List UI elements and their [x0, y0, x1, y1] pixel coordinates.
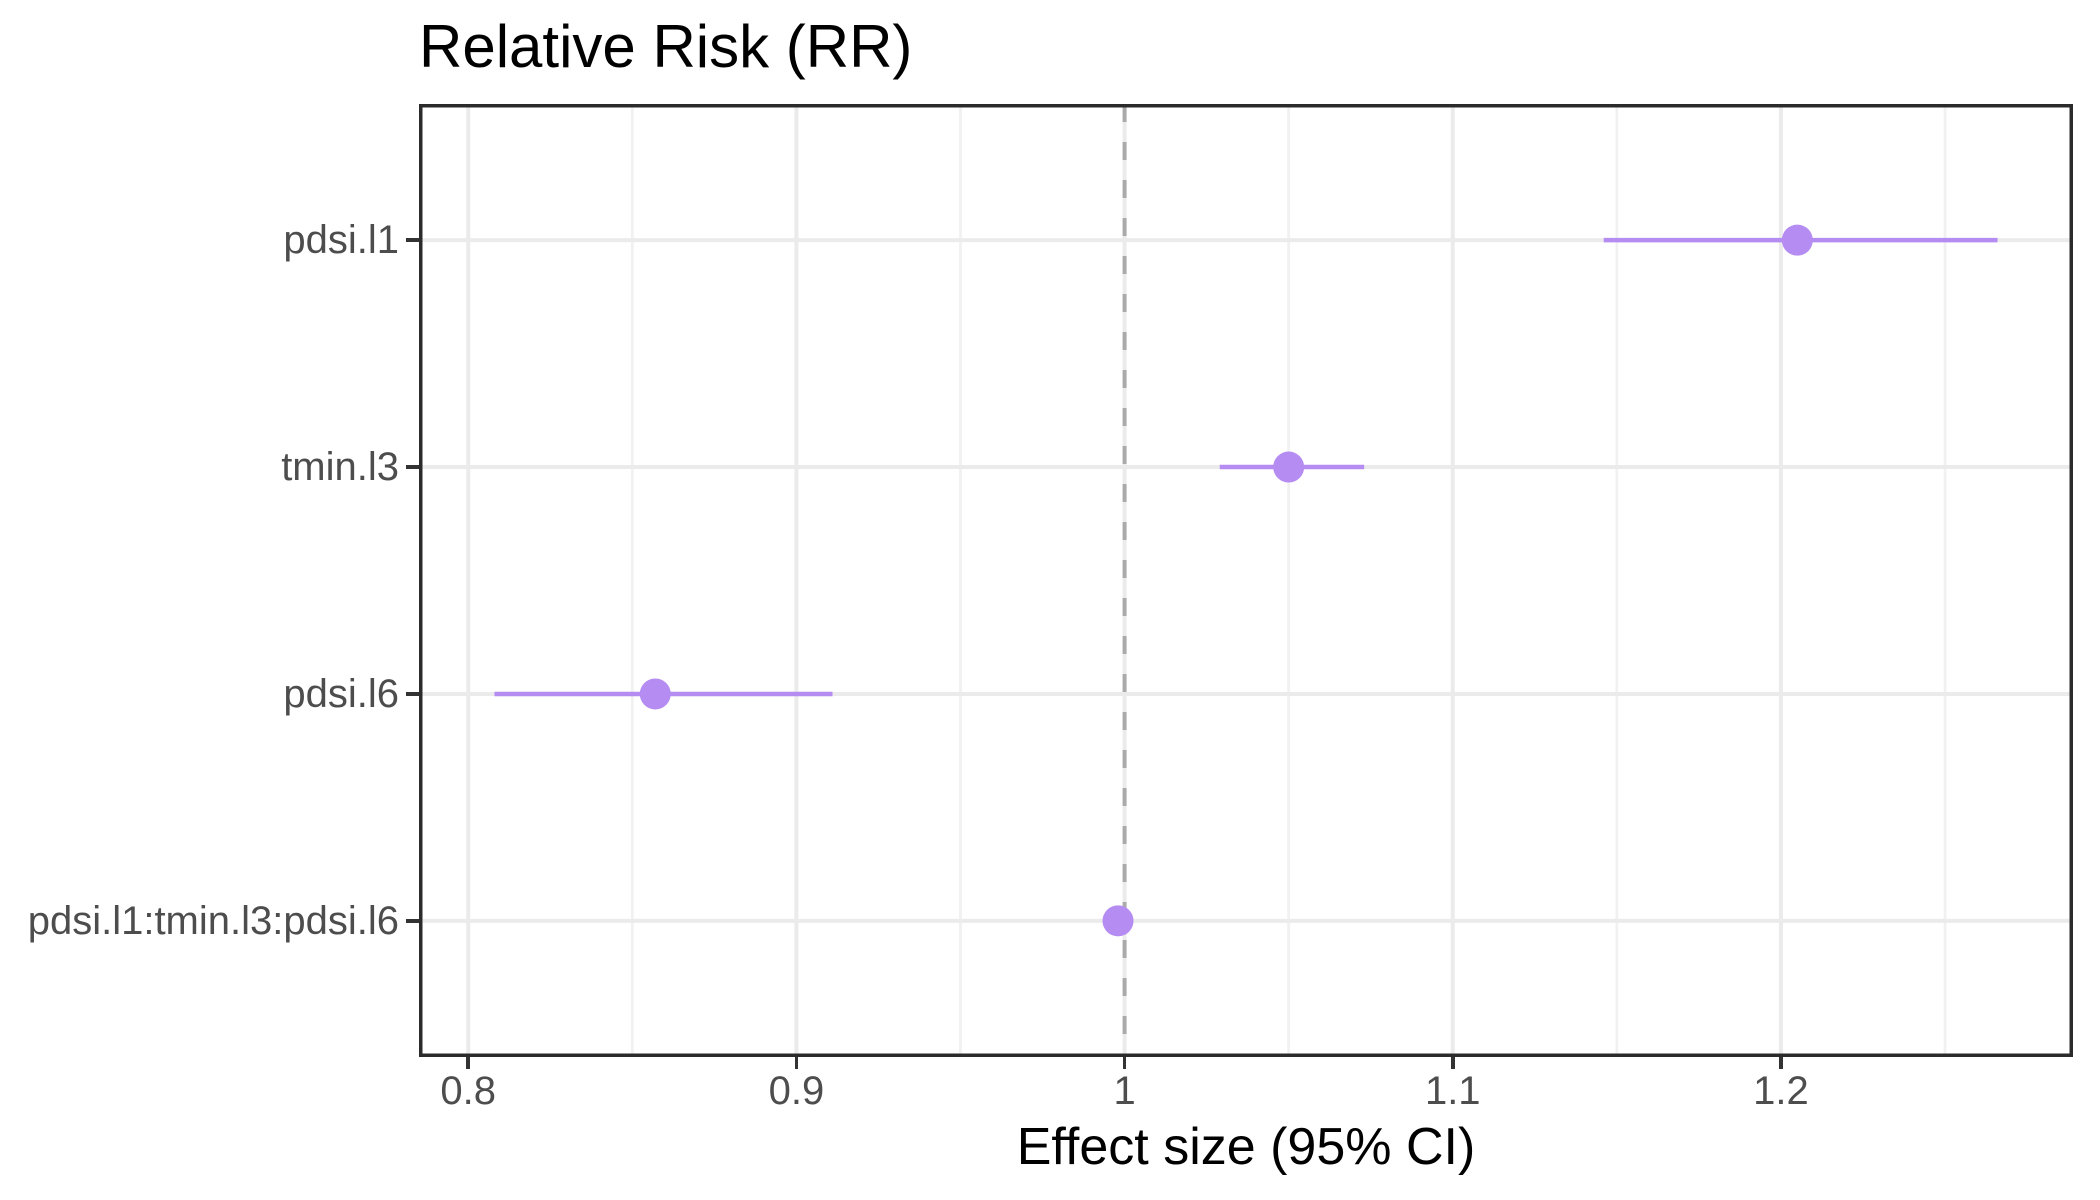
x-tick-label: 0.9 [768, 1069, 825, 1113]
y-tick-mark [406, 919, 419, 923]
x-tick-mark [1122, 1057, 1127, 1069]
x-tick-mark [794, 1057, 799, 1069]
point-marker [1102, 905, 1134, 937]
x-tick-mark [466, 1057, 470, 1069]
y-tick-mark [406, 238, 419, 242]
x-tick-mark [1779, 1057, 1783, 1069]
y-axis-label: pdsi.l1:tmin.l3:pdsi.l6 [27, 898, 399, 943]
y-axis-label: tmin.l3 [281, 445, 399, 490]
x-axis-title: Effect size (95% CI) [1016, 1118, 1476, 1176]
point-marker [1781, 224, 1813, 256]
plot-panel [419, 104, 2073, 1057]
panel-border [419, 104, 2073, 1057]
y-axis-label: pdsi.l1 [283, 218, 399, 263]
plot-canvas [419, 104, 2073, 1057]
chart-title: Relative Risk (RR) [419, 13, 913, 80]
x-tick-label: 1.1 [1424, 1069, 1481, 1113]
y-axis-label: pdsi.l6 [283, 671, 399, 716]
y-tick-mark [406, 465, 419, 469]
x-tick-label: 0.8 [440, 1069, 497, 1113]
x-tick-mark [1451, 1057, 1455, 1069]
point-marker [639, 678, 671, 710]
y-tick-mark [406, 692, 419, 696]
x-tick-label: 1.2 [1753, 1069, 1809, 1113]
point-marker [1273, 451, 1305, 483]
x-tick-label: 1 [1113, 1069, 1136, 1113]
